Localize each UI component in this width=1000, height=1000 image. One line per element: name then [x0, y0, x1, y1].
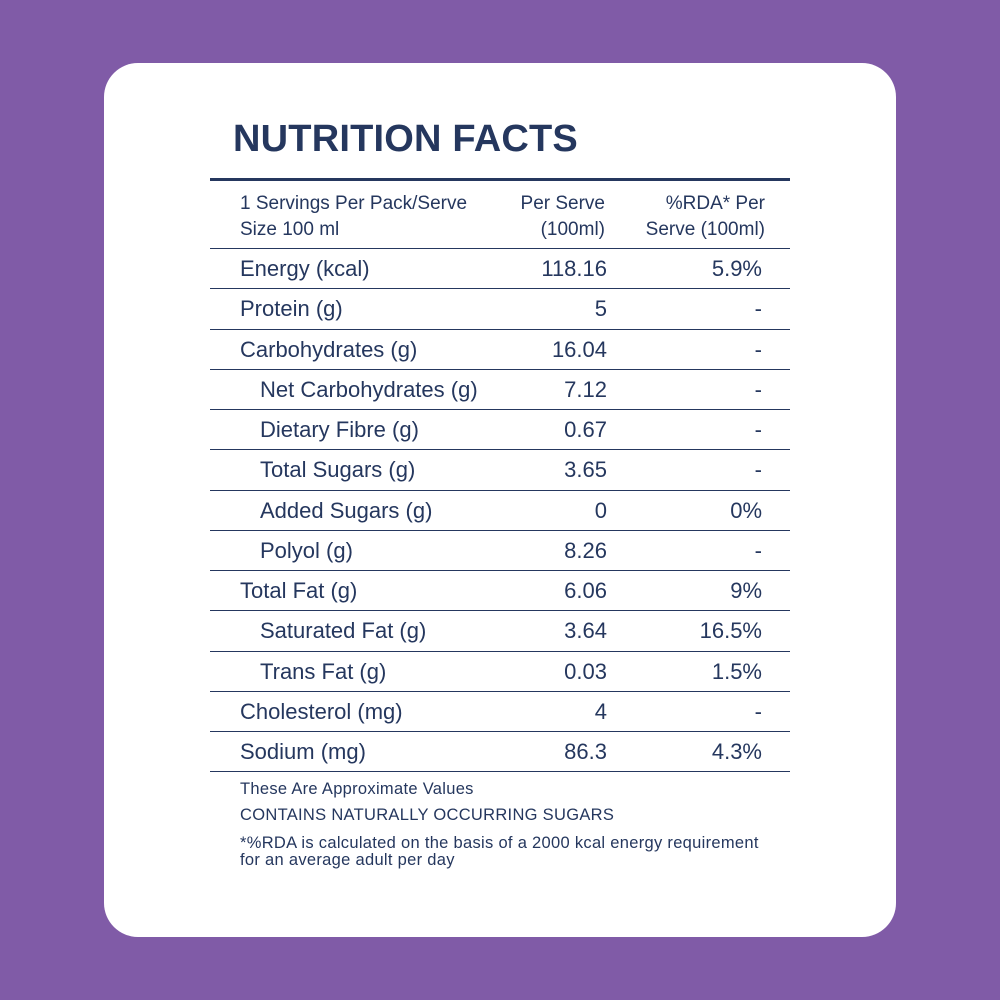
- nutrition-card: [104, 63, 896, 937]
- row-per-serve: 86.3: [564, 739, 607, 764]
- row-name: Polyol (g): [260, 537, 353, 563]
- table-row-sodium: Sodium (mg) 86.3 4.3%: [210, 732, 790, 773]
- row-per-serve: 5: [594, 296, 607, 322]
- row-per-serve: 8.26: [564, 537, 607, 563]
- table-row-added-sugars: Added Sugars (g) 0 0%: [210, 491, 790, 531]
- row-per-serve: 3.65: [564, 457, 607, 483]
- row-name: Total Fat (g): [240, 578, 358, 603]
- table-row-cholesterol: Cholesterol (mg) 4 -: [210, 692, 790, 732]
- row-rda: -: [754, 537, 762, 563]
- header-serving: 1 Servings Per Pack/Serve Size 100 ml: [240, 193, 468, 240]
- table-row-polyol: Polyol (g) 8.26 -: [210, 531, 790, 571]
- table-header: 1 Servings Per Pack/Serve Size 100 ml Pe…: [210, 181, 790, 249]
- header-per-serve: Per Serve (100ml): [520, 193, 605, 240]
- row-per-serve: 0: [594, 497, 607, 523]
- table-row-total-sugars: Total Sugars (g) 3.65 -: [210, 450, 790, 491]
- row-name: Trans Fat (g): [260, 658, 387, 684]
- table-row-dietary-fibre: Dietary Fibre (g) 0.67 -: [210, 410, 790, 451]
- row-per-serve: 0.03: [564, 658, 607, 684]
- row-per-serve: 16.04: [551, 336, 607, 362]
- row-name: Protein (g): [240, 296, 343, 322]
- row-per-serve: 0.67: [564, 417, 607, 442]
- row-name: Dietary Fibre (g): [260, 417, 419, 442]
- row-rda: -: [754, 336, 762, 362]
- table-row-carbohydrates: Carbohydrates (g) 16.04 -: [210, 330, 790, 370]
- row-name: Saturated Fat (g): [260, 618, 427, 644]
- row-rda: 1.5%: [711, 658, 762, 684]
- row-name: Total Sugars (g): [260, 457, 416, 483]
- note-rda-basis: *%RDA is calculated on the basis of a 20…: [240, 834, 759, 869]
- table-row-protein: Protein (g) 5 -: [210, 289, 790, 330]
- row-rda: 0%: [730, 497, 762, 523]
- page-title: NUTRITION FACTS: [233, 118, 578, 160]
- row-name: Energy (kcal): [240, 256, 370, 281]
- nutrition-table: 1 Servings Per Pack/Serve Size 100 ml Pe…: [210, 178, 790, 773]
- row-per-serve: 6.06: [564, 578, 607, 603]
- table-row-trans-fat: Trans Fat (g) 0.03 1.5%: [210, 652, 790, 692]
- row-rda: -: [754, 698, 762, 724]
- top-rule: [210, 178, 790, 181]
- row-name: Added Sugars (g): [260, 497, 433, 523]
- row-per-serve: 7.12: [564, 376, 607, 402]
- table-row-saturated-fat: Saturated Fat (g) 3.64 16.5%: [210, 611, 790, 652]
- row-rda: 5.9%: [711, 256, 762, 281]
- table-row-total-fat: Total Fat (g) 6.06 9%: [210, 571, 790, 612]
- row-rda: -: [754, 457, 762, 483]
- row-rda: -: [754, 417, 762, 442]
- row-name: Net Carbohydrates (g): [260, 376, 478, 402]
- table-row-net-carbohydrates: Net Carbohydrates (g) 7.12 -: [210, 370, 790, 410]
- row-per-serve: 4: [594, 698, 607, 724]
- row-per-serve: 118.16: [541, 256, 607, 281]
- row-rda: 4.3%: [711, 739, 762, 764]
- row-rda: 16.5%: [699, 618, 762, 644]
- note-approximate: These Are Approximate Values: [240, 780, 474, 798]
- row-rda: -: [754, 296, 762, 322]
- row-name: Sodium (mg): [240, 739, 366, 764]
- header-rda: %RDA* Per Serve (100ml): [645, 193, 765, 240]
- row-rda: -: [754, 376, 762, 402]
- row-name: Cholesterol (mg): [240, 698, 403, 724]
- note-sugars: CONTAINS NATURALLY OCCURRING SUGARS: [240, 806, 615, 824]
- table-row-energy: Energy (kcal) 118.16 5.9%: [210, 249, 790, 290]
- row-rda: 9%: [730, 578, 762, 603]
- row-name: Carbohydrates (g): [240, 336, 418, 362]
- row-per-serve: 3.64: [564, 618, 607, 644]
